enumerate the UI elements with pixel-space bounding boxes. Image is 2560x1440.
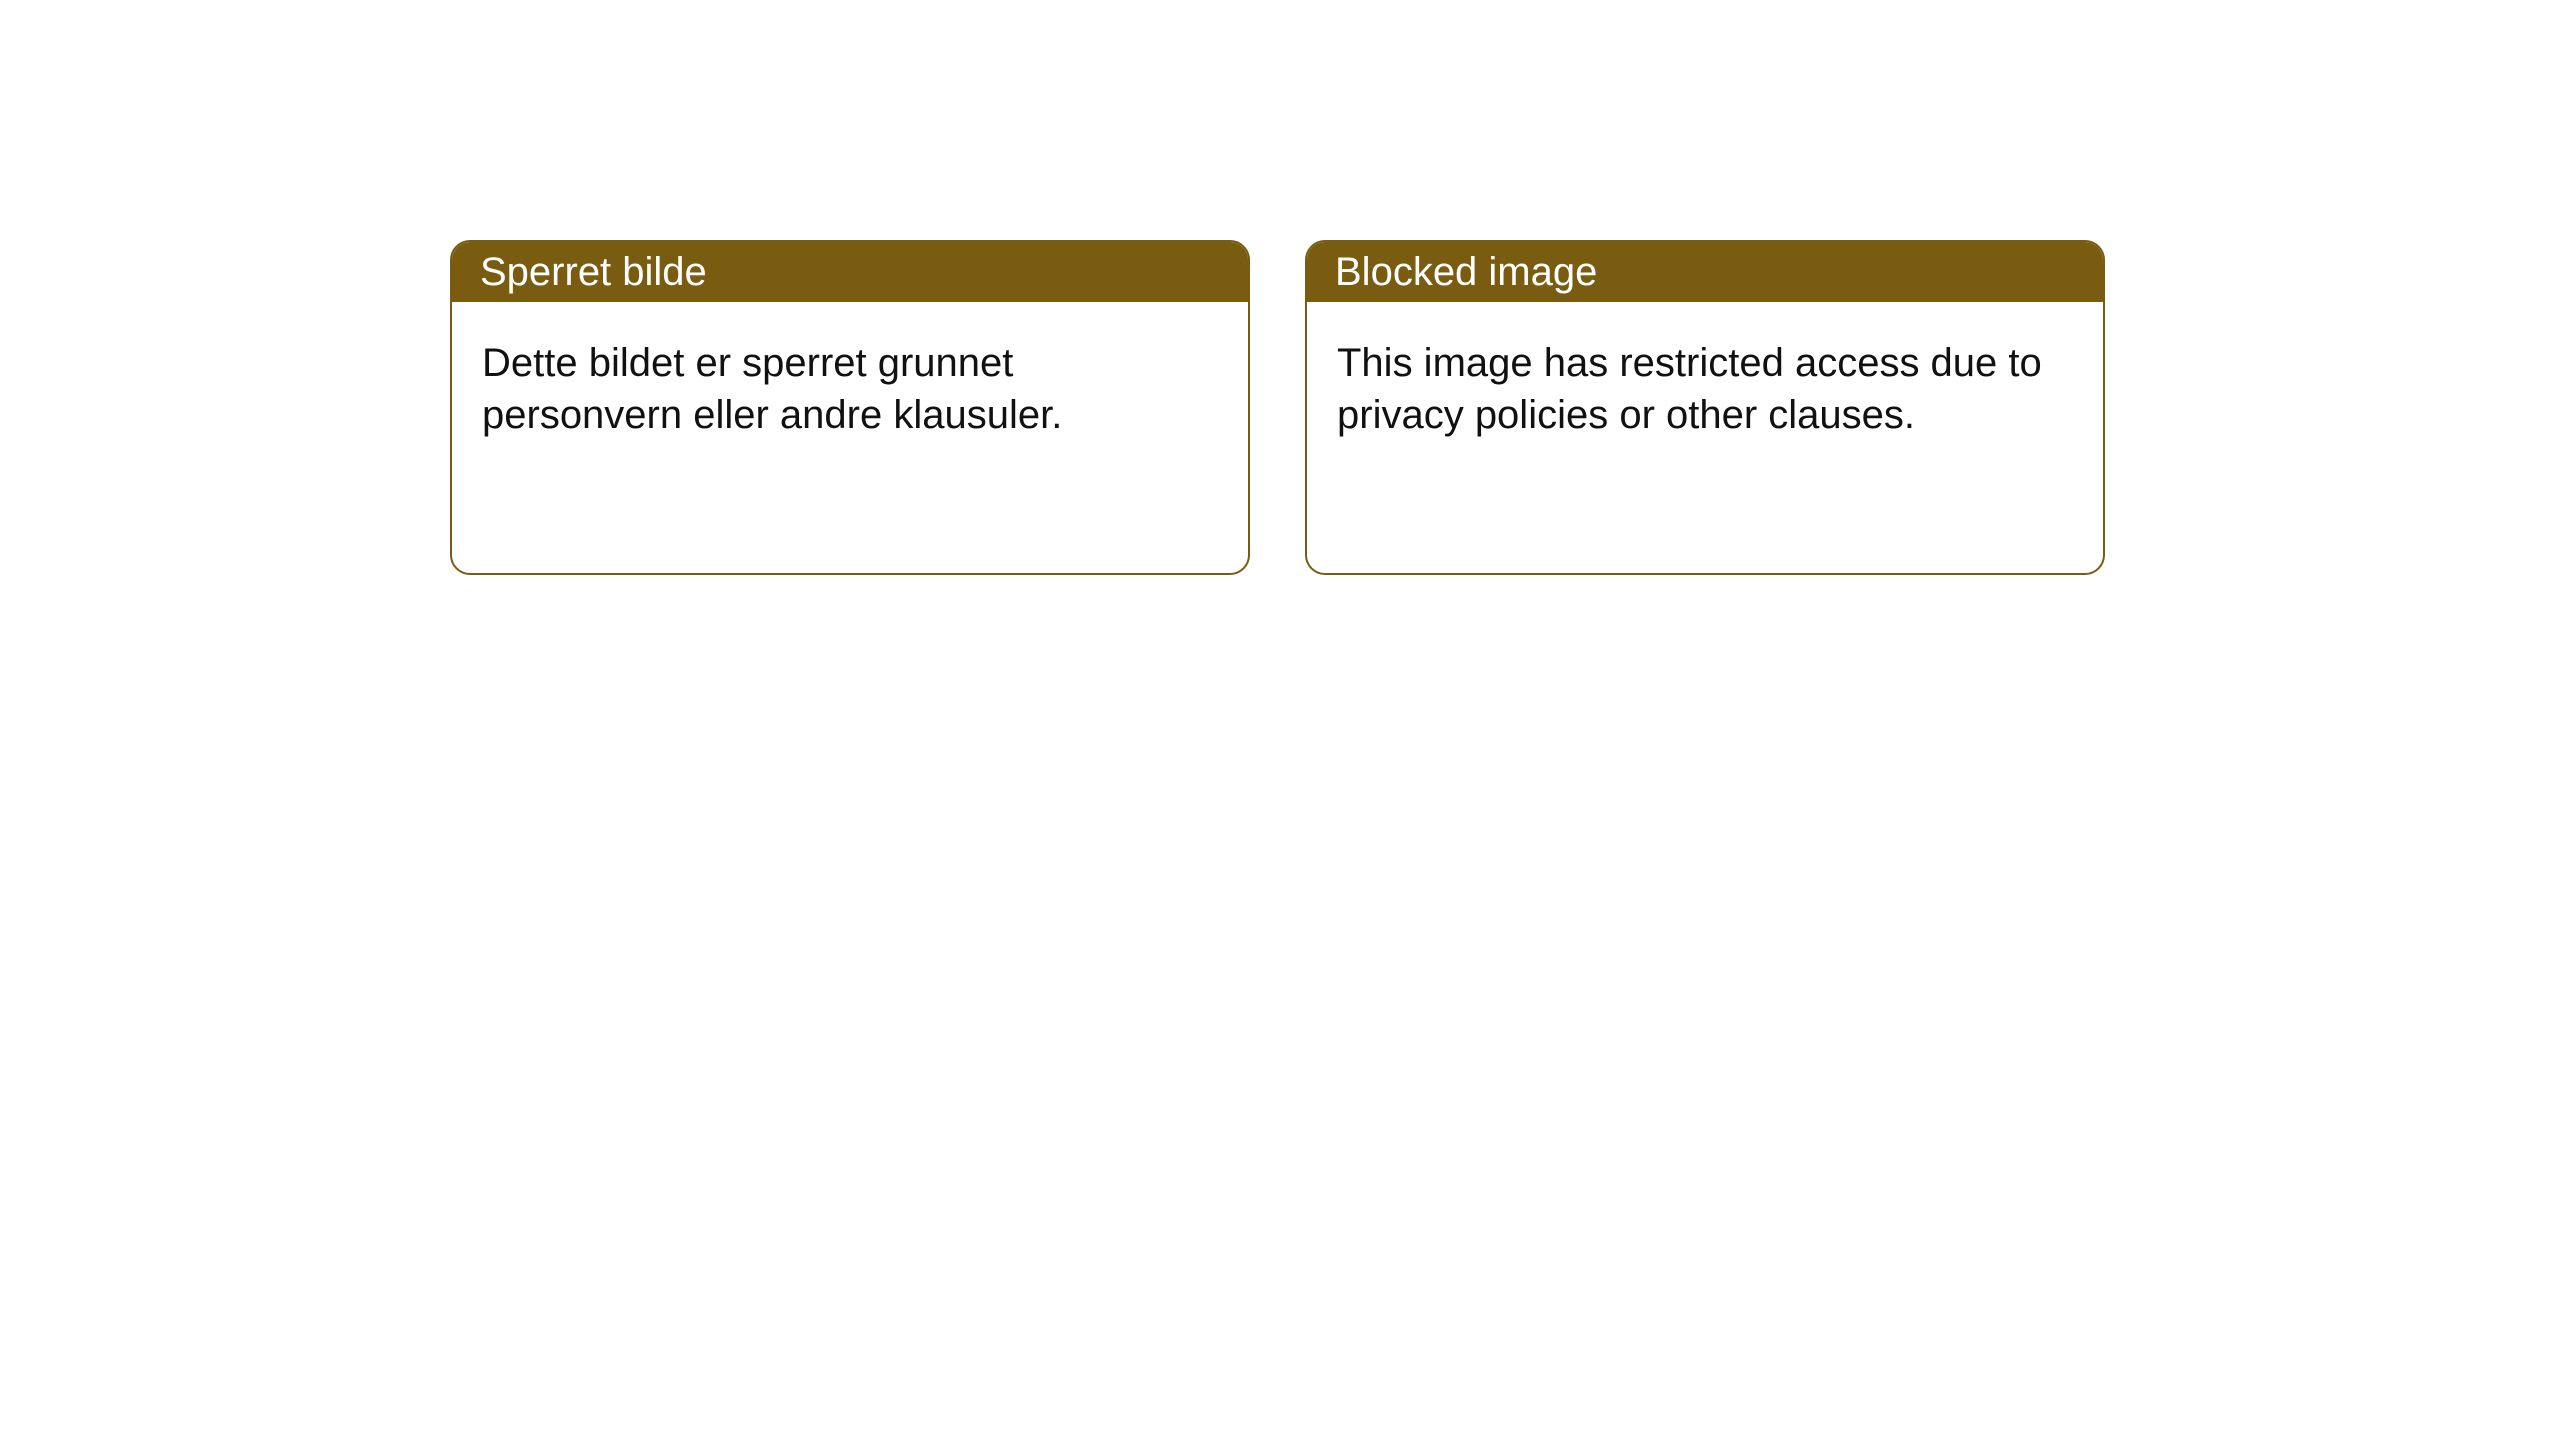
notice-card-no: Sperret bilde Dette bildet er sperret gr… [450,240,1250,575]
notice-header-en: Blocked image [1307,242,2103,302]
notice-body-en: This image has restricted access due to … [1307,302,2103,476]
notice-card-en: Blocked image This image has restricted … [1305,240,2105,575]
notice-body-no: Dette bildet er sperret grunnet personve… [452,302,1248,476]
notice-container: Sperret bilde Dette bildet er sperret gr… [0,0,2560,575]
notice-header-no: Sperret bilde [452,242,1248,302]
